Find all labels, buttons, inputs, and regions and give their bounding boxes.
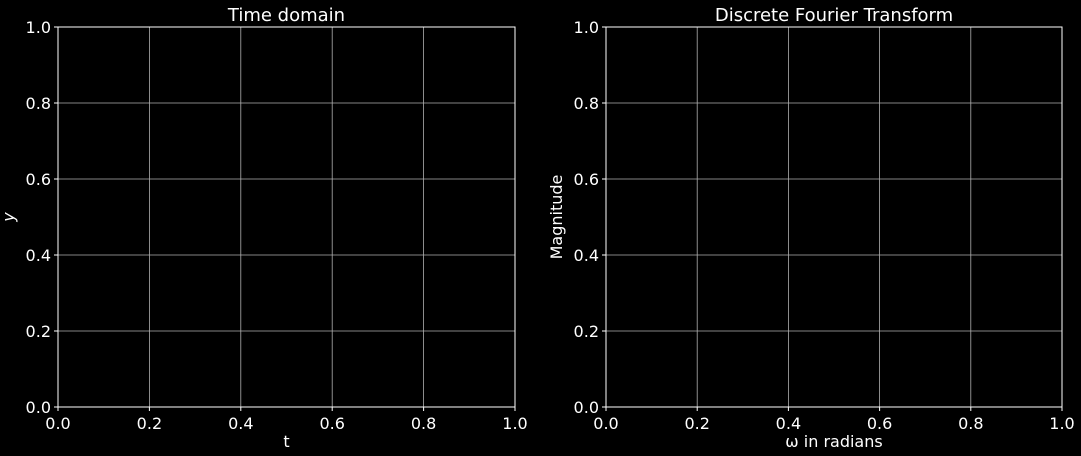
time-domain-chart: 0.0 0.2 0.4 0.6 0.8 1.0 0.0 0.2 0.4 0.6 0.8 1.0 Tim… bbox=[0, 5, 528, 451]
time-domain-y-tick-label: 0.8 bbox=[26, 94, 51, 113]
time-domain-ticks: 0.0 0.2 0.4 0.6 0.8 1.0 0.0 0.2 0.4 0.6 0.8 1.0 bbox=[26, 18, 528, 433]
time-domain-y-tick-label: 1.0 bbox=[26, 18, 51, 37]
time-domain-title: Time domain bbox=[227, 5, 345, 26]
dft-y-tick-label: 0.2 bbox=[574, 322, 599, 341]
time-domain-x-tick-label: 1.0 bbox=[502, 414, 527, 433]
time-domain-x-tick-label: 0.6 bbox=[319, 414, 344, 433]
time-domain-x-tick-label: 0.4 bbox=[228, 414, 253, 433]
dft-x-axis-label: ω in radians bbox=[785, 432, 882, 451]
dft-y-tick-label: 1.0 bbox=[574, 18, 599, 37]
dft-x-tick-label: 0.4 bbox=[776, 414, 801, 433]
time-domain-y-tick-label: 0.2 bbox=[26, 322, 51, 341]
dft-y-tick-label: 0.8 bbox=[574, 94, 599, 113]
dft-x-tick-label: 0.2 bbox=[684, 414, 709, 433]
dft-x-tick-label: 1.0 bbox=[1049, 414, 1074, 433]
time-domain-x-axis-label: t bbox=[283, 432, 289, 451]
dft-x-tick-label: 0.6 bbox=[867, 414, 892, 433]
time-domain-y-tick-label: 0.0 bbox=[26, 398, 51, 417]
time-domain-y-tick-label: 0.4 bbox=[26, 246, 51, 265]
dft-x-tick-label: 0.0 bbox=[593, 414, 618, 433]
time-domain-x-tick-label: 0.2 bbox=[137, 414, 162, 433]
dft-plot-frame bbox=[605, 26, 1063, 408]
time-domain-y-tick-label: 0.6 bbox=[26, 170, 51, 189]
time-domain-y-axis-label: y bbox=[0, 212, 18, 223]
dft-y-tick-label: 0.4 bbox=[574, 246, 599, 265]
time-domain-x-tick-label: 0.0 bbox=[45, 414, 70, 433]
dft-chart: 0.0 0.2 0.4 0.6 0.8 1.0 0.0 0.2 0.4 0.6 0.8 1.0 Dis… bbox=[547, 5, 1075, 451]
dft-title: Discrete Fourier Transform bbox=[715, 5, 953, 26]
dft-x-tick-label: 0.8 bbox=[958, 414, 983, 433]
dft-ticks: 0.0 0.2 0.4 0.6 0.8 1.0 0.0 0.2 0.4 0.6 0.8 1.0 bbox=[574, 18, 1075, 433]
dft-y-tick-label: 0.0 bbox=[574, 398, 599, 417]
dft-y-axis-label: Magnitude bbox=[547, 175, 566, 260]
dft-y-tick-label: 0.6 bbox=[574, 170, 599, 189]
time-domain-plot-frame bbox=[57, 26, 516, 408]
time-domain-x-tick-label: 0.8 bbox=[411, 414, 436, 433]
